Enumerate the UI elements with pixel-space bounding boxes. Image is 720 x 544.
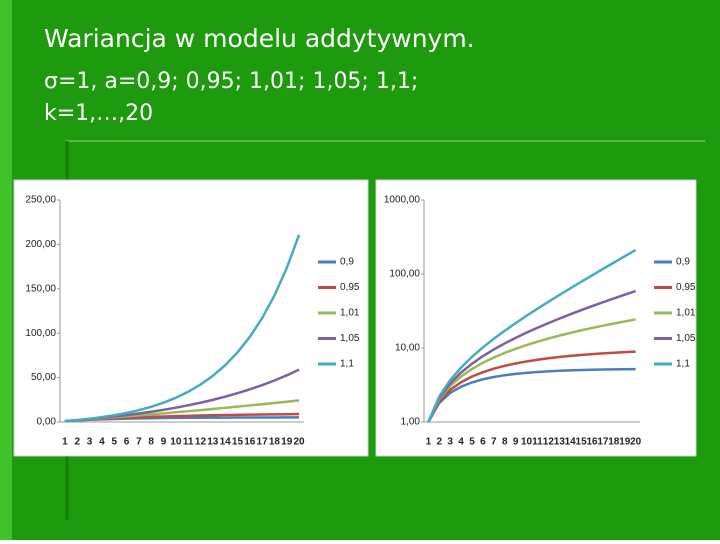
x-tick-label: 1: [426, 437, 432, 448]
legend-label: 0,95: [340, 282, 360, 293]
x-tick-label: 16: [586, 437, 598, 448]
x-tick-label: 10: [170, 437, 182, 448]
legend-label: 0,9: [340, 257, 354, 268]
x-tick-label: 9: [161, 437, 167, 448]
x-tick-label: 14: [565, 437, 577, 448]
x-tick-label: 13: [207, 437, 219, 448]
y-tick-label: 100,00: [25, 328, 56, 339]
x-tick-label: 1: [62, 437, 68, 448]
x-tick-label: 14: [220, 437, 232, 448]
x-tick-label: 18: [608, 437, 620, 448]
x-tick-label: 20: [630, 437, 642, 448]
x-tick-label: 4: [458, 437, 464, 448]
x-tick-label: 11: [183, 437, 194, 448]
legend-label: 0,9: [676, 257, 690, 268]
x-tick-label: 6: [480, 437, 486, 448]
chart-box: [375, 179, 697, 457]
legend-label: 1,05: [340, 333, 360, 344]
series-line: [64, 234, 301, 423]
x-tick-label: 3: [87, 437, 93, 448]
legend-label: 1,1: [340, 359, 354, 370]
x-tick-label: 19: [281, 437, 293, 448]
x-tick-label: 12: [195, 437, 207, 448]
y-tick-label: 250,00: [25, 195, 56, 206]
x-tick-label: 2: [436, 437, 442, 448]
series-line: [427, 367, 636, 423]
x-tick-label: 8: [148, 437, 154, 448]
series-line: [427, 289, 637, 423]
slide-subtitle: σ=1, a=0,9; 0,95; 1,01; 1,05; 1,1;: [44, 69, 418, 94]
x-tick-label: 6: [124, 437, 130, 448]
y-tick-label: 1,00: [401, 417, 421, 428]
x-tick-label: 4: [99, 437, 105, 448]
y-tick-label: 0,00: [37, 417, 57, 428]
y-tick-label: 1000,00: [384, 195, 421, 206]
series-line: [427, 350, 636, 423]
x-tick-label: 5: [111, 437, 117, 448]
x-tick-label: 8: [502, 437, 508, 448]
x-tick-label: 15: [576, 437, 588, 448]
x-tick-label: 17: [597, 437, 609, 448]
x-tick-label: 15: [232, 437, 244, 448]
series-line: [427, 248, 637, 423]
x-tick-label: 7: [491, 437, 497, 448]
series-line: [427, 318, 636, 423]
y-tick-label: 50,00: [31, 372, 56, 383]
slide-subtitle: k=1,…,20: [44, 101, 153, 126]
slide-title: Wariancja w modelu addytywnym.: [44, 24, 475, 53]
y-tick-label: 100,00: [389, 269, 420, 280]
y-tick-label: 150,00: [25, 283, 56, 294]
x-tick-label: 5: [469, 437, 475, 448]
side-strip: [0, 0, 12, 540]
x-tick-label: 20: [294, 437, 306, 448]
x-tick-label: 10: [521, 437, 533, 448]
x-tick-label: 13: [554, 437, 566, 448]
x-tick-label: 19: [619, 437, 631, 448]
legend-label: 1,1: [676, 359, 690, 370]
legend-label: 0,95: [676, 282, 696, 293]
x-tick-label: 9: [513, 437, 519, 448]
legend-label: 1,01: [340, 308, 360, 319]
legend-label: 1,01: [676, 308, 696, 319]
y-tick-label: 10,00: [395, 343, 420, 354]
x-tick-label: 3: [447, 437, 453, 448]
x-tick-label: 18: [269, 437, 281, 448]
x-tick-label: 2: [74, 437, 80, 448]
x-tick-label: 11: [532, 437, 543, 448]
legend-label: 1,05: [676, 333, 696, 344]
x-tick-label: 12: [543, 437, 555, 448]
y-tick-label: 200,00: [25, 239, 56, 250]
x-tick-label: 17: [257, 437, 269, 448]
x-tick-label: 7: [136, 437, 142, 448]
x-tick-label: 16: [244, 437, 256, 448]
